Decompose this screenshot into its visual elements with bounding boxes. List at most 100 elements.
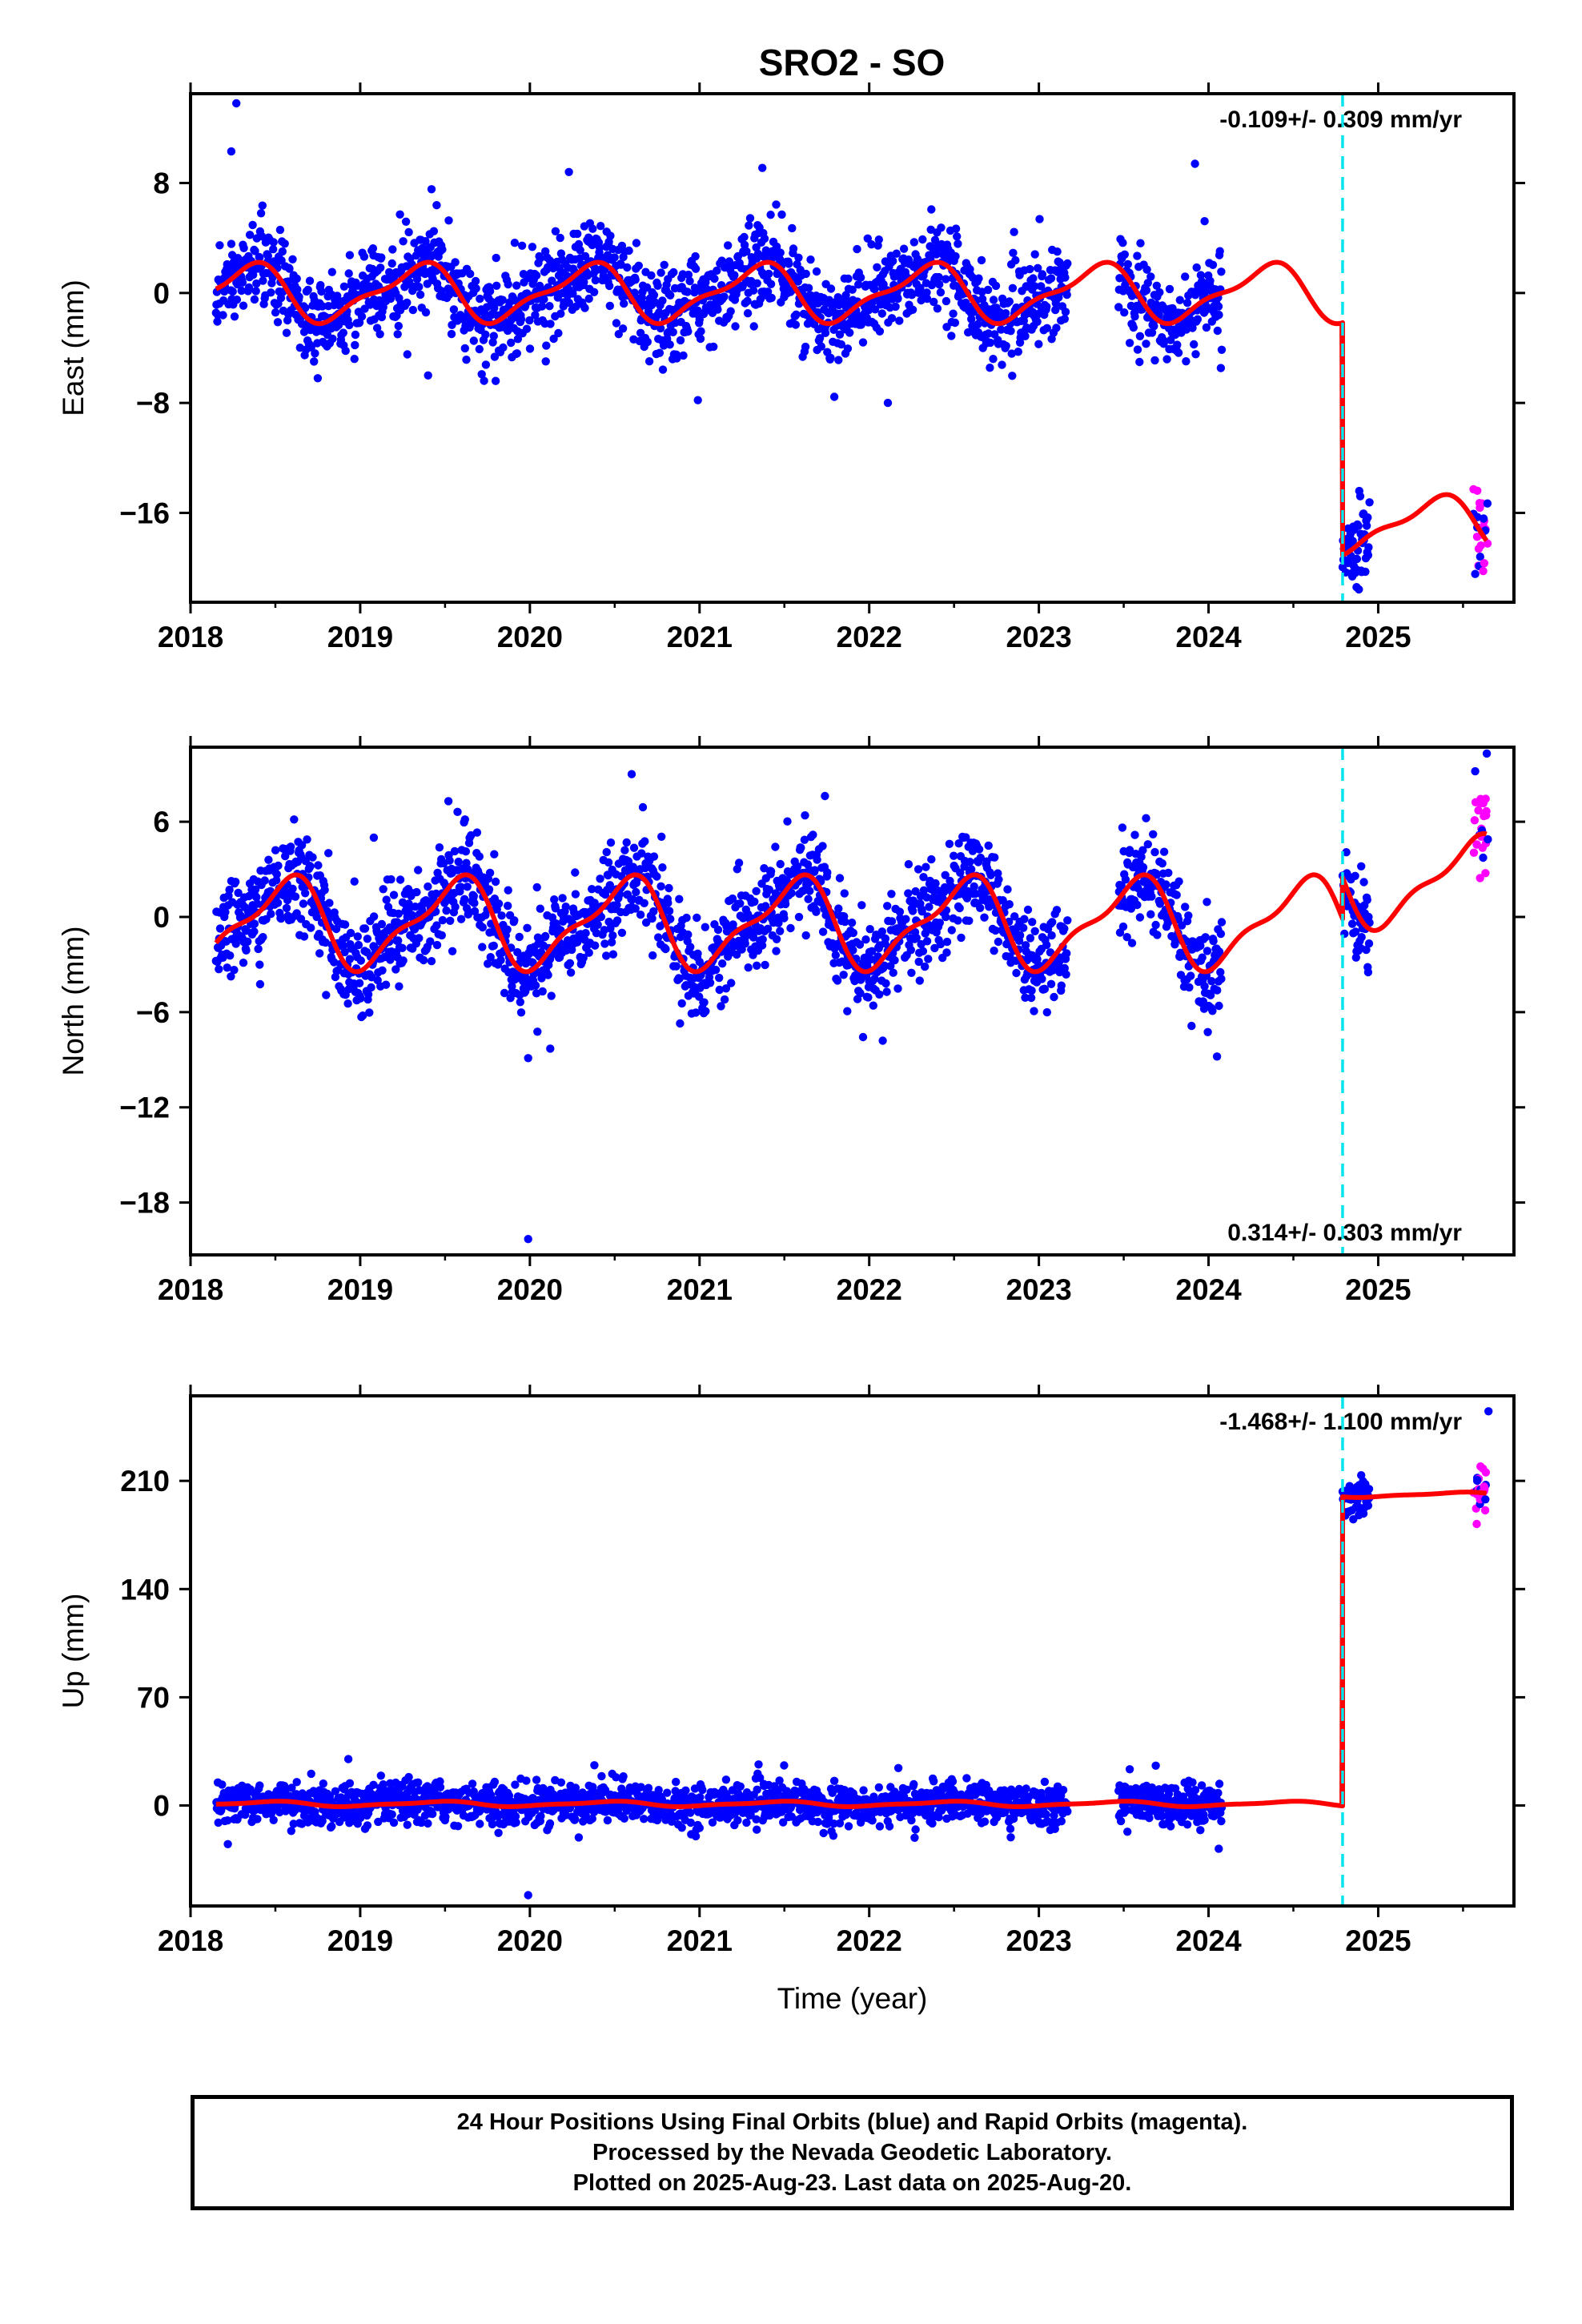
data-point xyxy=(319,1779,327,1788)
data-point xyxy=(693,913,701,923)
outlier-point xyxy=(564,167,573,176)
data-point xyxy=(267,910,275,919)
rate-label: -0.109+/- 0.309 mm/yr xyxy=(1219,107,1462,133)
data-point xyxy=(783,817,792,826)
data-point xyxy=(456,915,466,923)
data-point xyxy=(881,979,890,988)
data-point xyxy=(749,286,758,295)
plot-area xyxy=(212,1396,1493,1906)
data-point xyxy=(620,846,629,854)
data-point xyxy=(1061,308,1070,316)
data-point xyxy=(1035,215,1044,223)
data-point xyxy=(1182,357,1191,366)
data-point xyxy=(801,342,810,352)
data-point xyxy=(251,247,259,255)
data-point xyxy=(684,270,693,279)
data-point xyxy=(330,958,339,967)
data-point xyxy=(640,899,648,908)
data-point xyxy=(889,968,897,977)
data-point xyxy=(597,1771,606,1781)
data-point xyxy=(510,239,520,247)
data-point xyxy=(951,224,961,233)
rapid-point xyxy=(1481,869,1490,878)
data-point xyxy=(250,295,259,304)
x-tick-label: 2025 xyxy=(1345,621,1411,653)
data-point xyxy=(788,223,797,233)
data-point xyxy=(1002,309,1010,318)
data-point xyxy=(368,244,378,253)
data-point xyxy=(1010,227,1018,236)
data-point xyxy=(549,334,558,344)
data-point xyxy=(713,925,723,935)
data-point xyxy=(984,841,993,850)
data-point xyxy=(462,858,471,867)
data-point xyxy=(617,928,627,938)
data-point xyxy=(891,302,900,312)
data-point xyxy=(396,210,404,219)
data-point xyxy=(817,342,825,351)
data-point xyxy=(451,903,460,911)
data-point xyxy=(1118,239,1127,247)
data-point xyxy=(935,280,944,289)
data-point xyxy=(600,939,609,948)
data-point xyxy=(1192,263,1201,272)
data-point xyxy=(1181,903,1190,911)
data-point xyxy=(720,292,729,301)
data-point xyxy=(1217,267,1226,276)
data-point xyxy=(936,287,946,297)
data-point xyxy=(350,877,359,886)
data-point xyxy=(809,830,817,839)
data-point xyxy=(895,316,904,325)
data-point xyxy=(290,815,299,824)
data-point xyxy=(1484,834,1492,844)
data-point xyxy=(978,295,987,304)
data-point xyxy=(665,340,674,349)
east-panel: 2018 2019 2020 2021 2022 2023 2024 202580−8−16E… xyxy=(57,82,1525,653)
data-point xyxy=(297,841,307,850)
data-point xyxy=(394,321,403,331)
data-point xyxy=(1008,283,1018,292)
data-point xyxy=(307,343,315,352)
data-point xyxy=(356,956,365,965)
data-point xyxy=(658,296,667,305)
rapid-orbit-points xyxy=(1469,766,1492,883)
data-point xyxy=(1143,279,1153,287)
data-point xyxy=(772,935,781,944)
data-point xyxy=(494,899,504,908)
data-point xyxy=(636,911,645,919)
data-point xyxy=(672,1777,681,1787)
data-point xyxy=(907,968,916,978)
data-point xyxy=(1118,823,1127,832)
data-point xyxy=(414,866,423,875)
data-point xyxy=(1147,328,1157,337)
data-point xyxy=(537,302,547,311)
data-point xyxy=(906,946,916,955)
data-point xyxy=(606,231,615,240)
rapid-point xyxy=(1479,566,1488,576)
data-point xyxy=(1159,847,1169,856)
data-point xyxy=(676,1019,685,1028)
data-point xyxy=(351,340,359,350)
outlier-point xyxy=(524,1054,532,1063)
data-point xyxy=(232,296,242,304)
data-point xyxy=(1015,931,1025,940)
data-point xyxy=(504,279,512,289)
data-point xyxy=(492,253,500,263)
data-point xyxy=(339,328,347,337)
data-point xyxy=(299,932,309,941)
data-point xyxy=(401,217,411,226)
data-point xyxy=(1034,263,1042,272)
data-point xyxy=(398,943,407,953)
data-point xyxy=(517,241,527,250)
data-point xyxy=(228,287,237,296)
data-point xyxy=(403,1820,412,1829)
rapid-point xyxy=(1483,539,1492,548)
data-point xyxy=(1184,911,1193,920)
data-point xyxy=(776,927,785,935)
data-point xyxy=(974,274,983,283)
data-point xyxy=(215,924,225,933)
data-point xyxy=(571,890,580,899)
data-point xyxy=(623,263,632,272)
data-point xyxy=(873,263,881,271)
data-point xyxy=(460,344,469,353)
